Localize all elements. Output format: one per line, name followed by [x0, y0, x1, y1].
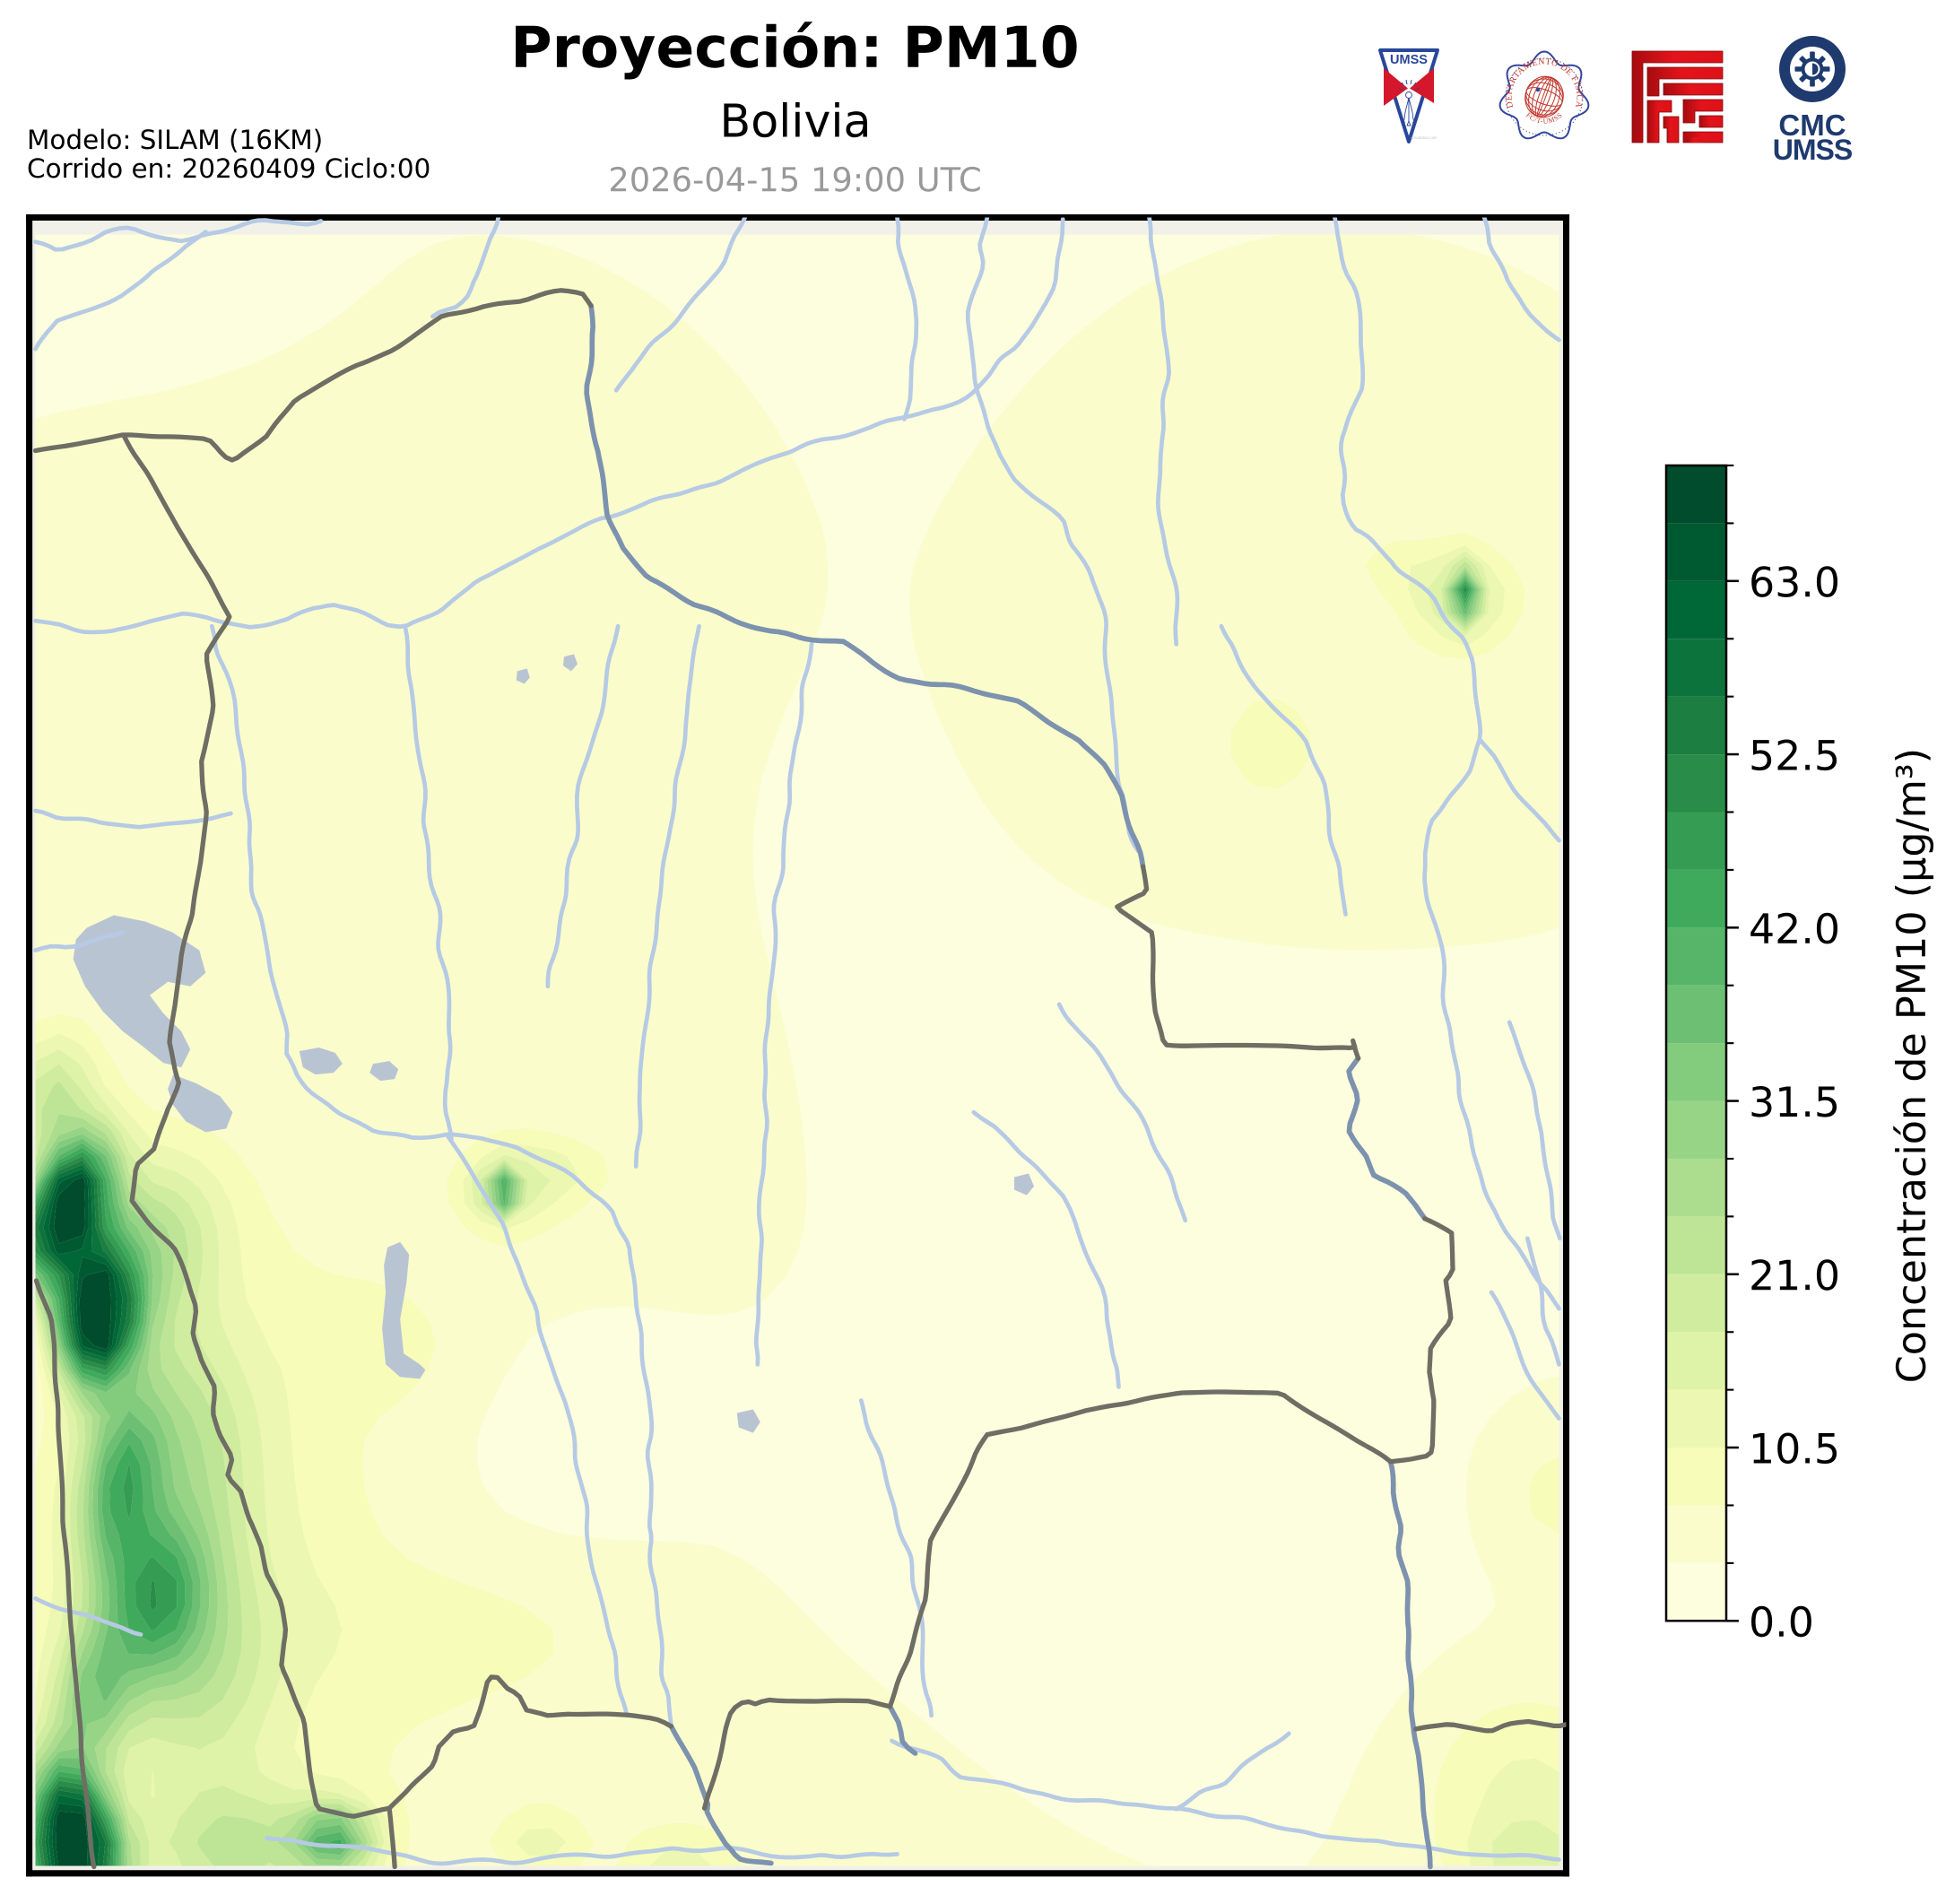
svg-text:CMC: CMC	[1778, 109, 1846, 142]
svg-text:UMSS: UMSS	[1390, 53, 1428, 67]
svg-text:creadictiva.com: creadictiva.com	[1411, 135, 1438, 140]
svg-text:UMSS: UMSS	[1773, 134, 1852, 161]
